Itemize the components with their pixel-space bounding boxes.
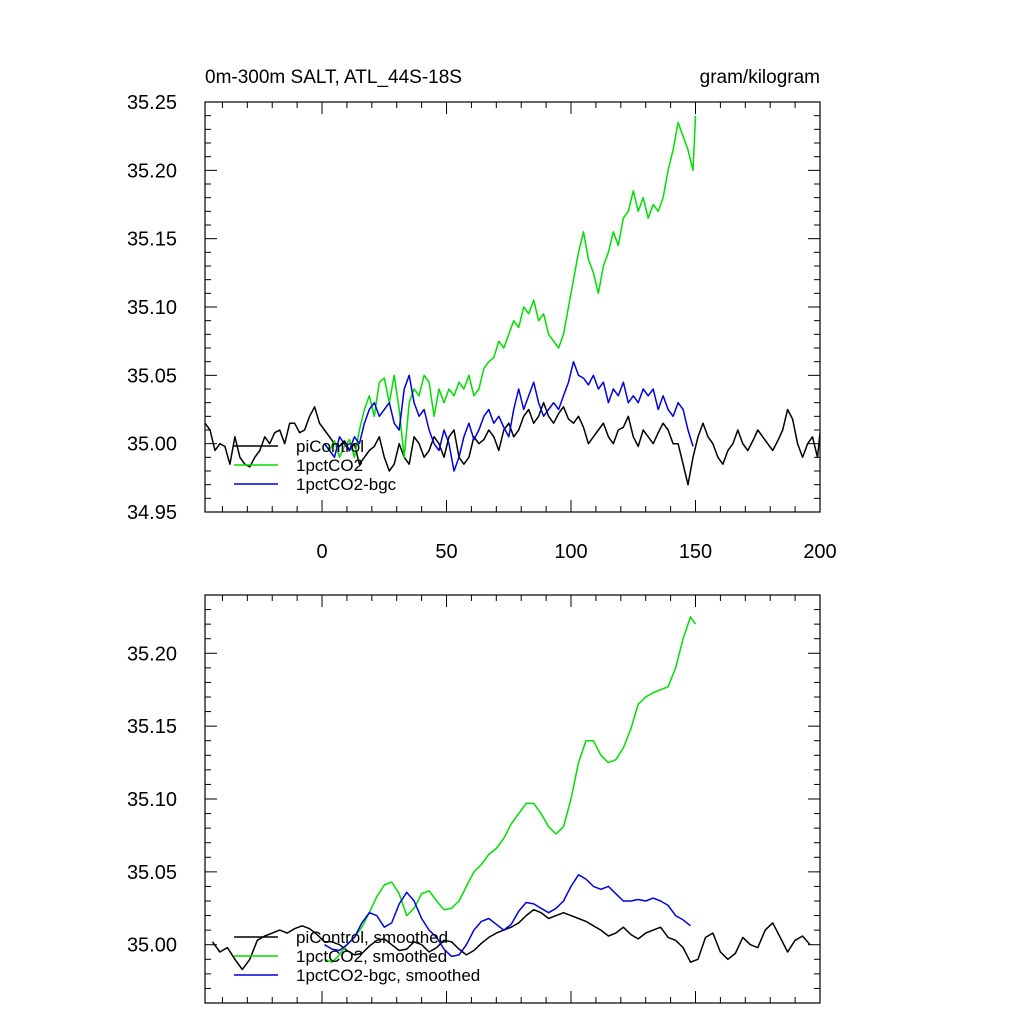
- legend-entry: 1pctCO2-bgc: [296, 475, 397, 494]
- series-line-1pctco2-bgc-smoothed: [324, 874, 691, 958]
- y-tick-label: 35.10: [127, 297, 177, 319]
- y-tick-label: 35.00: [127, 935, 177, 957]
- x-tick-label: 100: [554, 541, 587, 563]
- series-line-picontrol: [205, 401, 820, 486]
- x-tick-label: 150: [679, 541, 712, 563]
- legend-entry: piControl, smoothed: [296, 928, 448, 947]
- chart-title-left: 0m-300m SALT, ATL_44S-18S: [205, 67, 462, 88]
- y-tick-label: 34.95: [127, 502, 177, 524]
- series-line-1pctco2-bgc: [323, 360, 694, 472]
- series-line-1pctco2: [323, 115, 697, 459]
- x-tick-label: 200: [803, 541, 836, 563]
- x-tick-label: 0: [316, 541, 327, 563]
- legend-entry: 1pctCO2, smoothed: [296, 947, 447, 966]
- legend-entry: piControl: [296, 437, 364, 456]
- legend-entry: 1pctCO2-bgc, smoothed: [296, 966, 480, 985]
- bottom-panel: 35.00 35.05 35.10 35.15 35.20 piControl, smoo…: [127, 594, 821, 1004]
- y-tick-label: 35.20: [127, 160, 177, 182]
- top-panel: 34.95 35.00 35.05 35.10 35.15 35.20 35.25 0 50 10…: [127, 67, 837, 563]
- y-tick-label: 35.05: [127, 862, 177, 884]
- y-tick-label: 35.15: [127, 229, 177, 251]
- legend-entry: 1pctCO2: [296, 456, 363, 475]
- y-tick-label: 35.10: [127, 789, 177, 811]
- y-tick-label: 35.20: [127, 643, 177, 665]
- series-line-1pctco2-smoothed: [324, 616, 697, 963]
- chart-title-right: gram/kilogram: [700, 67, 820, 88]
- y-tick-label: 35.00: [127, 434, 177, 456]
- y-tick-label: 35.15: [127, 716, 177, 738]
- y-tick-label: 35.25: [127, 92, 177, 114]
- series-line-picontrol-smoothed: [211, 908, 811, 971]
- x-tick-label: 50: [435, 541, 457, 563]
- y-tick-label: 35.05: [127, 365, 177, 387]
